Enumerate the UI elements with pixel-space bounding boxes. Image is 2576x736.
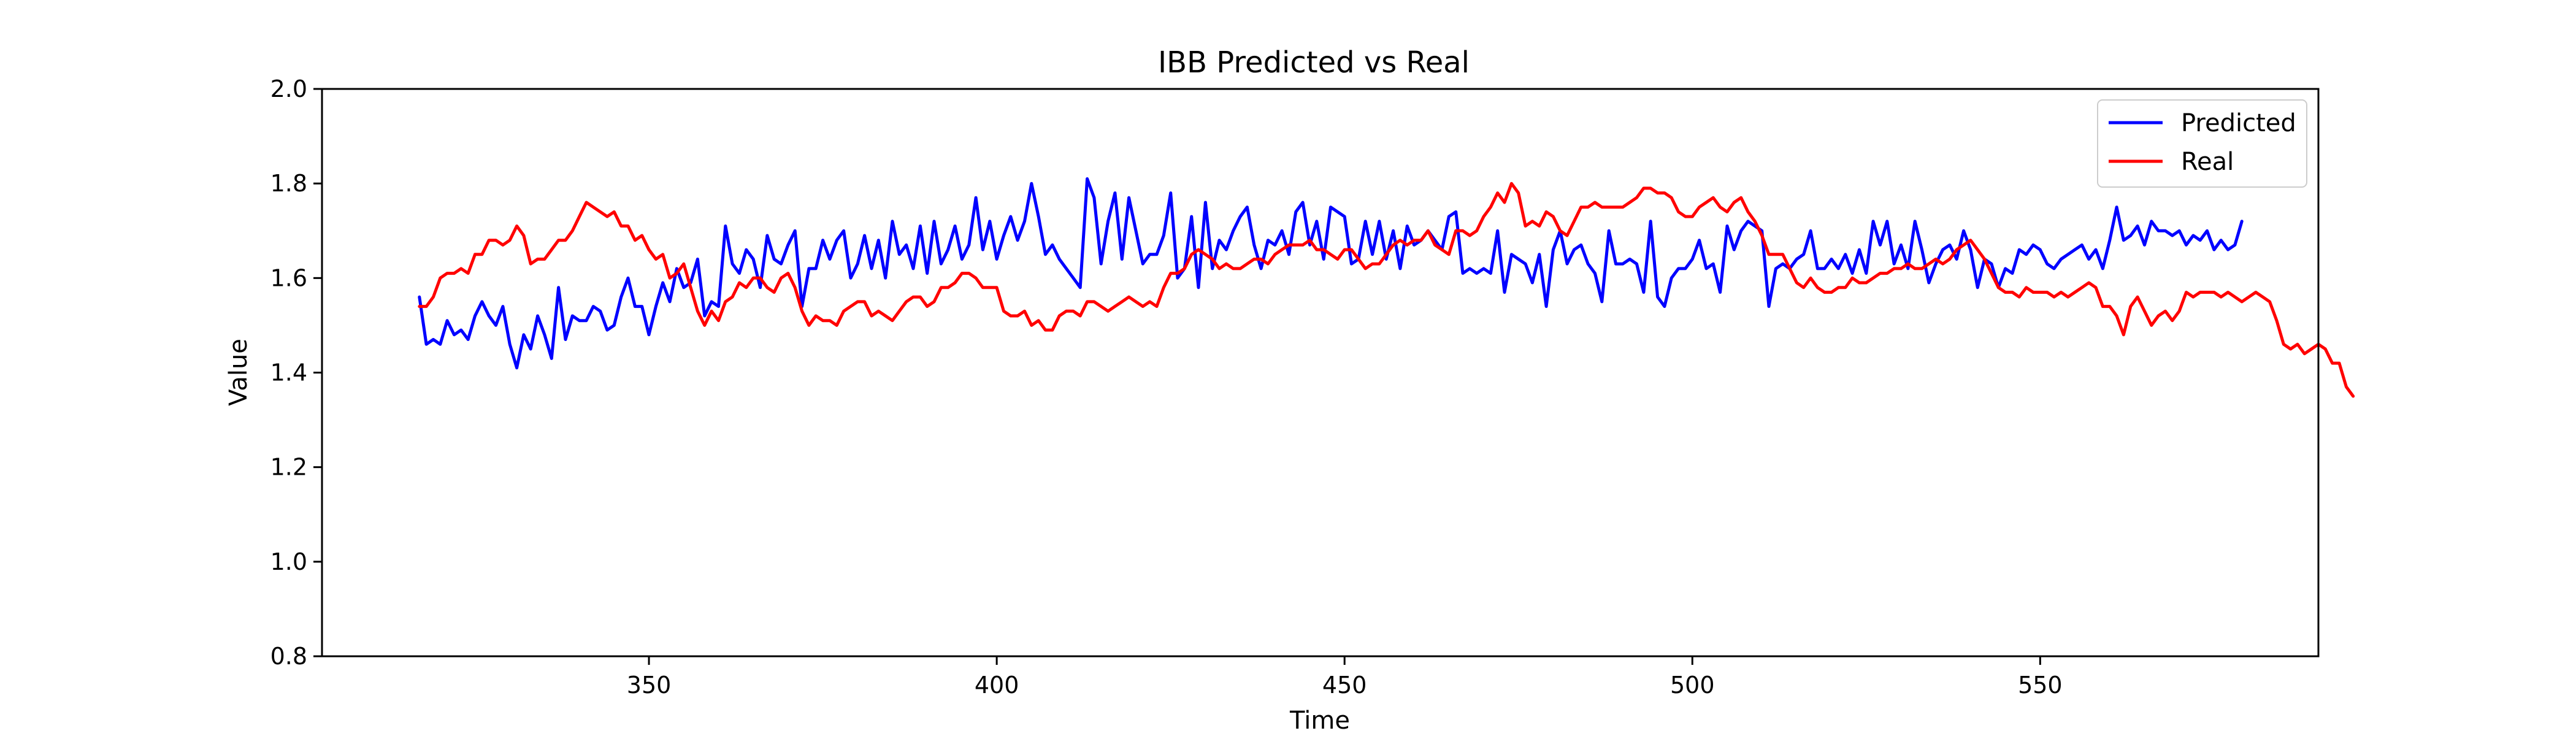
- legend-label-predicted: Predicted: [2181, 109, 2296, 137]
- series-line-real: [418, 182, 2355, 398]
- y-tick-label: 1.6: [270, 264, 307, 291]
- chart-title: IBB Predicted vs Real: [1158, 45, 1470, 80]
- y-axis-label: Value: [224, 339, 253, 406]
- series-layer: [418, 177, 2355, 398]
- x-axis: 350 400 450 500 550: [627, 656, 2063, 699]
- x-tick-label: 400: [975, 672, 1019, 699]
- y-tick-label: 2.0: [270, 75, 307, 102]
- y-tick-label: 1.0: [270, 548, 307, 575]
- y-tick-label: 0.8: [270, 643, 307, 670]
- x-tick-label: 450: [1322, 672, 1367, 699]
- y-axis: 0.8 1.0 1.2 1.4 1.6 1.8 2.0: [270, 75, 322, 670]
- x-tick-label: 550: [2018, 672, 2063, 699]
- x-tick-label: 350: [627, 672, 672, 699]
- x-tick-label: 500: [1670, 672, 1715, 699]
- y-tick-label: 1.4: [270, 359, 307, 386]
- y-tick-label: 1.8: [270, 170, 307, 197]
- legend: Predicted Real: [2097, 99, 2307, 188]
- legend-label-real: Real: [2181, 148, 2234, 176]
- x-axis-label: Time: [1289, 707, 1350, 735]
- y-tick-label: 1.2: [270, 454, 307, 481]
